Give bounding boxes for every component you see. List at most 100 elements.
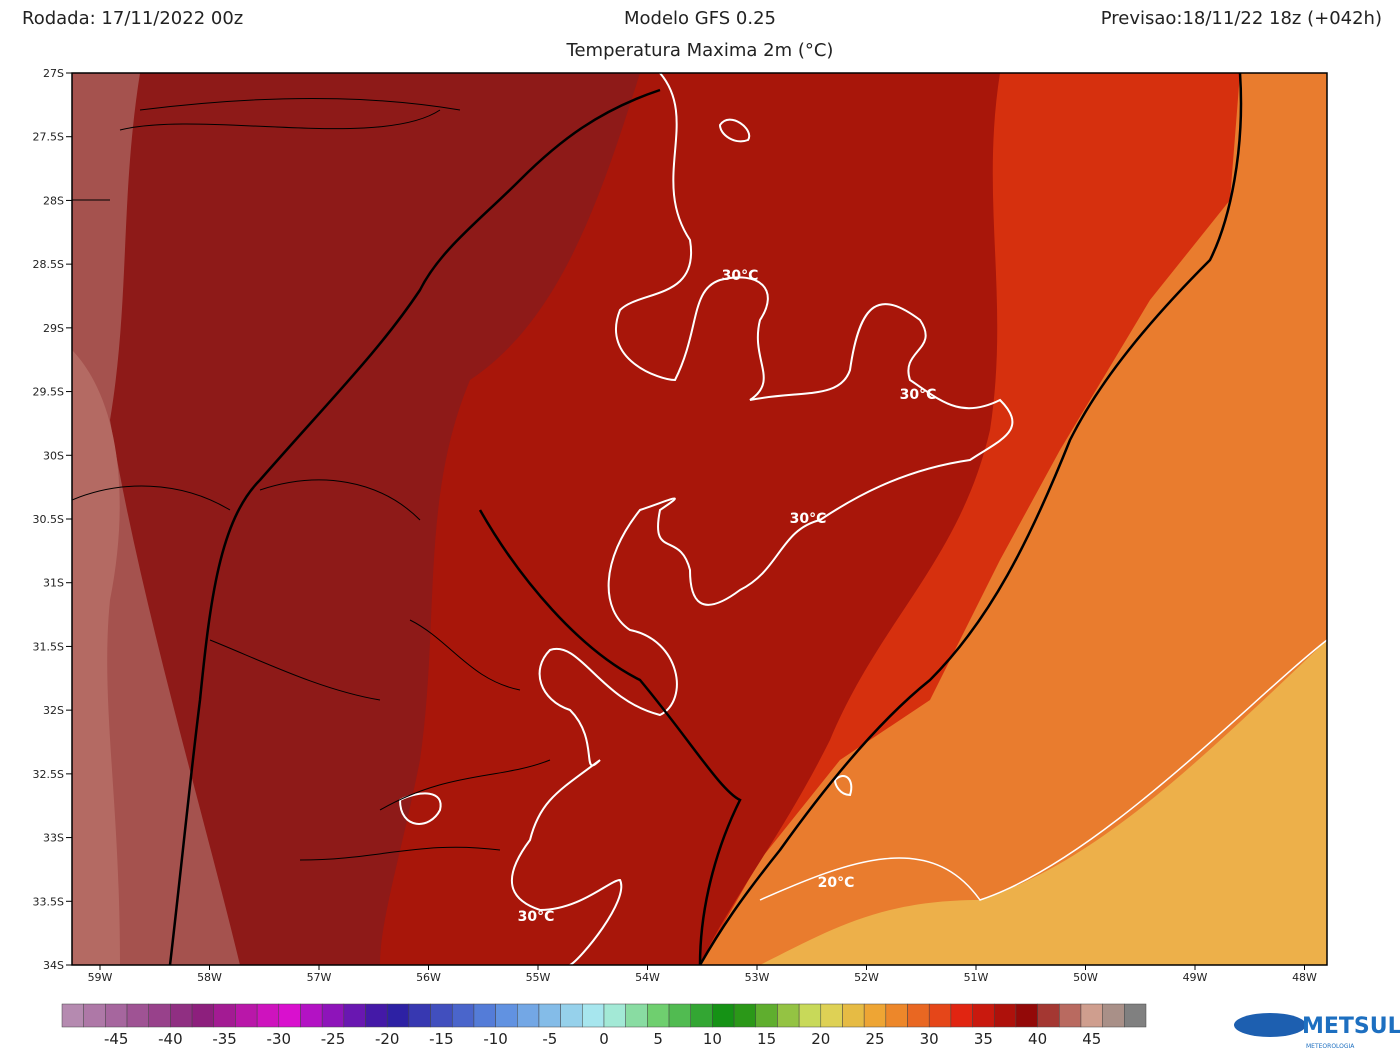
lon-label: 53W (745, 971, 770, 984)
colorbar-label: 45 (1082, 1030, 1101, 1048)
colorbar-box (1124, 1003, 1147, 1028)
lat-label: 33S (43, 832, 64, 845)
run-label: Rodada: 17/11/2022 00z (22, 8, 243, 29)
lat-label: 30.5S (33, 513, 64, 526)
colorbar-box (733, 1003, 757, 1028)
lat-label: 31S (43, 577, 64, 590)
colorbar-box (105, 1003, 128, 1028)
contour-label: 30°C (900, 387, 937, 403)
colorbar-box (170, 1003, 193, 1028)
contour-label: 30°C (790, 511, 827, 527)
lat-label: 28.5S (33, 258, 64, 271)
lat-label: 32S (43, 704, 64, 717)
colorbar-box (386, 1003, 410, 1028)
colorbar-box (213, 1003, 236, 1028)
colorbar-box (798, 1003, 822, 1028)
colorbar-box (842, 1003, 865, 1028)
lon-label: 49W (1183, 971, 1208, 984)
contour-label: 20°C (818, 875, 855, 891)
colorbar-box (538, 1003, 561, 1028)
colorbar-box (972, 1003, 995, 1028)
colorbar-box (712, 1003, 735, 1028)
lon-label: 48W (1292, 971, 1317, 984)
colorbar-box (148, 1003, 171, 1028)
colorbar-box (1037, 1003, 1060, 1028)
colorbar-box (755, 1003, 778, 1028)
colorbar-box (473, 1003, 496, 1028)
colorbar: -45 -40 -35 -30 -25 -20 -15 -10 -5 0 5 10 15 20 25 30 35… (61, 1003, 1147, 1048)
colorbar-box (517, 1003, 540, 1028)
colorbar-box (950, 1003, 973, 1028)
colorbar-box (235, 1003, 258, 1028)
colorbar-label: -20 (375, 1030, 400, 1048)
lat-label: 29.5S (33, 386, 64, 399)
colorbar-label: -40 (158, 1030, 183, 1048)
colorbar-box (820, 1003, 843, 1028)
lat-label: 31.5S (33, 640, 64, 653)
lat-label: 30S (43, 449, 64, 462)
colorbar-box (191, 1003, 215, 1028)
colorbar-box (668, 1003, 691, 1028)
colorbar-box (582, 1003, 605, 1028)
colorbar-label: 5 (653, 1030, 663, 1048)
colorbar-box (863, 1003, 887, 1028)
colorbar-box (61, 1003, 84, 1028)
colorbar-box (928, 1003, 952, 1028)
colorbar-label: -30 (267, 1030, 292, 1048)
contour-label: 30°C (722, 268, 759, 284)
map-area (72, 73, 1327, 965)
colorbar-box (408, 1003, 431, 1028)
colorbar-label: 40 (1028, 1030, 1047, 1048)
lon-label: 57W (307, 971, 332, 984)
colorbar-box (560, 1003, 583, 1028)
logo-tagline: METEOROLOGIA (1306, 1043, 1355, 1050)
colorbar-label: 0 (599, 1030, 609, 1048)
colorbar-box (885, 1003, 908, 1028)
colorbar-label: 30 (920, 1030, 939, 1048)
lon-label: 51W (964, 971, 989, 984)
colorbar-box (300, 1003, 323, 1028)
colorbar-box (907, 1003, 930, 1028)
lat-label: 29S (43, 322, 64, 335)
colorbar-label: -45 (104, 1030, 129, 1048)
colorbar-label: -10 (483, 1030, 508, 1048)
colorbar-label: -35 (212, 1030, 237, 1048)
colorbar-box (278, 1003, 301, 1028)
colorbar-box (430, 1003, 453, 1028)
lat-label: 33.5S (33, 895, 64, 908)
colorbar-box (126, 1003, 149, 1028)
colorbar-box (451, 1003, 475, 1028)
colorbar-box (256, 1003, 280, 1028)
colorbar-label: -25 (321, 1030, 346, 1048)
logo-globe (1234, 1013, 1306, 1037)
colorbar-box (690, 1003, 713, 1028)
colorbar-box (365, 1003, 388, 1028)
colorbar-box (1102, 1003, 1125, 1028)
colorbar-label: -5 (542, 1030, 557, 1048)
colorbar-label: 15 (757, 1030, 776, 1048)
lon-label: 52W (854, 971, 879, 984)
colorbar-box (603, 1003, 626, 1028)
colorbar-box (495, 1003, 518, 1028)
colorbar-label: 25 (865, 1030, 884, 1048)
lon-label: 59W (88, 971, 113, 984)
lat-label: 28S (43, 194, 64, 207)
colorbar-box (625, 1003, 648, 1028)
colorbar-label: -15 (429, 1030, 454, 1048)
colorbar-box (1059, 1003, 1082, 1028)
colorbar-box (1015, 1003, 1038, 1028)
lat-label: 27S (43, 67, 64, 80)
lon-label: 55W (526, 971, 551, 984)
lat-label: 34S (43, 959, 64, 972)
model-label: Modelo GFS 0.25 (624, 8, 776, 29)
contour-label: 30°C (518, 909, 555, 925)
lat-label: 32.5S (33, 768, 64, 781)
lon-label: 54W (635, 971, 660, 984)
colorbar-label: 20 (811, 1030, 830, 1048)
colorbar-box (83, 1003, 106, 1028)
colorbar-label: 35 (974, 1030, 993, 1048)
colorbar-box (1080, 1003, 1103, 1028)
colorbar-label: 10 (703, 1030, 722, 1048)
